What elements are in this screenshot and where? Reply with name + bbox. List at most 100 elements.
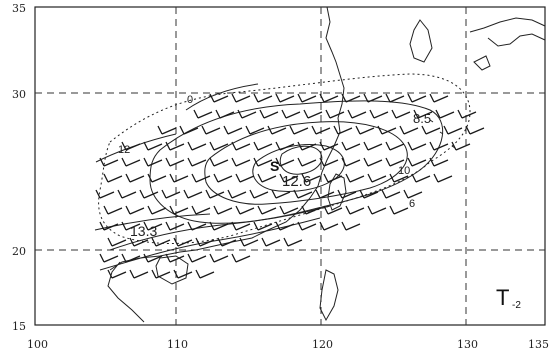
wind-barb xyxy=(179,125,199,135)
wind-barb xyxy=(103,173,123,183)
wind-barb xyxy=(301,205,321,215)
wind-barb xyxy=(345,205,365,215)
wind-barb xyxy=(297,93,317,103)
wind-barb xyxy=(341,221,361,231)
wind-barb xyxy=(173,237,193,247)
wind-barb xyxy=(319,157,339,167)
wind-barb xyxy=(411,173,431,183)
lat-tick-30: 30 xyxy=(12,88,26,101)
wind-barb xyxy=(369,109,389,119)
wind-barb xyxy=(125,173,145,183)
wind-barb xyxy=(363,157,383,167)
wind-barb xyxy=(429,141,449,151)
wind-barb xyxy=(253,141,273,151)
wind-barb xyxy=(381,189,401,199)
wind-barb xyxy=(289,125,309,135)
wind-barb xyxy=(385,141,405,151)
wind-barb xyxy=(333,125,353,135)
wind-barb xyxy=(267,125,287,135)
wind-barb xyxy=(275,157,295,167)
wind-barb xyxy=(323,205,343,215)
wind-barb xyxy=(355,125,375,135)
wind-barb xyxy=(173,269,193,279)
wind-barb xyxy=(271,189,291,199)
wind-barb xyxy=(223,125,243,135)
wind-barb xyxy=(433,173,453,183)
wind-barb xyxy=(117,189,137,199)
wind-barb xyxy=(121,141,141,151)
wind-barb xyxy=(209,93,229,103)
wind-barb xyxy=(151,269,171,279)
wind-barb xyxy=(239,237,259,247)
wind-barb xyxy=(429,93,449,103)
wind-barb xyxy=(403,189,423,199)
wind-barb xyxy=(147,173,167,183)
wind-barb xyxy=(413,109,433,119)
wind-barb xyxy=(237,109,257,119)
lon-tick-135: 135 xyxy=(528,338,549,351)
wind-barb xyxy=(337,189,357,199)
wind-barb xyxy=(231,141,251,151)
wind-barb xyxy=(245,125,265,135)
wind-barb xyxy=(99,253,119,263)
wind-barb xyxy=(191,173,211,183)
wind-barb xyxy=(429,157,449,167)
contour-label-13-3: 13.3 xyxy=(130,223,157,239)
wind-barb xyxy=(107,237,127,247)
wind-barb xyxy=(341,157,361,167)
wind-barb xyxy=(275,141,295,151)
wind-barb xyxy=(319,93,339,103)
wind-barb xyxy=(359,189,379,199)
wind-barb xyxy=(451,141,471,151)
wind-barb xyxy=(367,173,387,183)
wind-barb xyxy=(201,125,221,135)
wind-barb xyxy=(209,141,229,151)
map-frame xyxy=(34,6,546,326)
wind-barb xyxy=(139,189,159,199)
wind-barb xyxy=(249,189,269,199)
contour-label-12: 12 xyxy=(118,144,130,156)
wind-barb xyxy=(213,205,233,215)
wind-barb xyxy=(157,125,177,135)
panel-label: T xyxy=(496,285,509,310)
wind-barb xyxy=(377,125,397,135)
wind-barb xyxy=(345,173,365,183)
wind-barb xyxy=(161,189,181,199)
wind-barb xyxy=(231,157,251,167)
wind-barb xyxy=(319,221,339,231)
wind-barb xyxy=(363,93,383,103)
wind-barb xyxy=(129,269,149,279)
wind-barb xyxy=(325,109,345,119)
wind-barb xyxy=(169,173,189,183)
wind-barb xyxy=(165,253,185,263)
wind-barb xyxy=(143,157,163,167)
wind-barb xyxy=(283,237,303,247)
wind-barb xyxy=(107,269,127,279)
wind-barb xyxy=(363,141,383,151)
contour-label-8-5: 8.5 xyxy=(413,111,431,126)
wind-barb xyxy=(125,205,145,215)
wind-barb xyxy=(399,125,419,135)
wind-barb xyxy=(253,221,273,231)
wind-barb xyxy=(217,237,237,247)
wind-barb xyxy=(319,141,339,151)
wind-barb xyxy=(209,221,229,231)
lat-tick-20: 20 xyxy=(12,245,26,258)
wind-barb xyxy=(457,109,477,119)
contour-label-12-6: 12.6 xyxy=(282,173,311,190)
wind-barb xyxy=(231,253,251,263)
wind-barb xyxy=(209,253,229,263)
wind-barb xyxy=(435,109,455,119)
wind-barb xyxy=(95,189,115,199)
wind-barb xyxy=(421,125,441,135)
wind-barb xyxy=(391,109,411,119)
wind-barb xyxy=(279,205,299,215)
wind-barb xyxy=(257,205,277,215)
wind-barb xyxy=(195,269,215,279)
wind-barb xyxy=(465,125,485,135)
wind-barb xyxy=(143,253,163,263)
contour-label-10: 10 xyxy=(398,165,410,177)
wind-barb xyxy=(231,221,251,231)
wind-barb xyxy=(281,109,301,119)
wind-barb xyxy=(407,141,427,151)
